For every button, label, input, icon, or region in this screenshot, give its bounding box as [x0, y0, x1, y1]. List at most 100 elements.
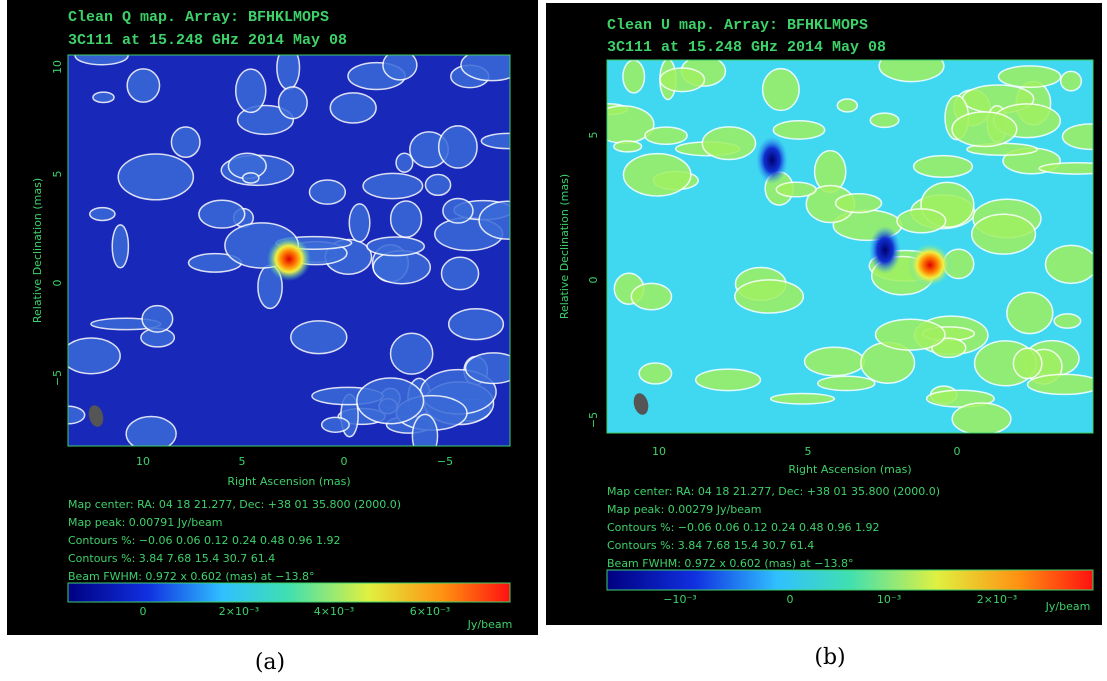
contour-blob: [952, 403, 1011, 435]
peak-emission: [267, 237, 311, 281]
x-axis-label: Right Ascension (mas): [227, 475, 350, 488]
contour-blob: [171, 127, 200, 157]
x-tick-label: −5: [437, 455, 453, 468]
contour-blob: [363, 173, 423, 198]
contour-blob: [763, 69, 800, 111]
figure: Clean Q map. Array: BFHKLMOPS 3C111 at 15…: [0, 0, 1107, 681]
contour-blob: [367, 237, 424, 256]
colorbar-tick-label: 6×10⁻³: [410, 605, 450, 618]
y-tick-label: 10: [51, 60, 64, 74]
colorbar: [607, 570, 1093, 590]
contour-blob: [449, 309, 504, 340]
y-tick-label: 5: [51, 171, 64, 178]
y-tick-label: 0: [587, 277, 600, 284]
contour-blob: [645, 127, 687, 144]
info-line: Beam FWHM: 0.972 x 0.602 (mas) at −13.8°: [68, 570, 314, 583]
info-line: Contours %: 3.84 7.68 15.4 30.7 61.4: [607, 539, 814, 552]
contour-blob: [309, 180, 345, 204]
contour-blob: [425, 175, 450, 196]
info-line: Map peak: 0.00279 Jy/beam: [607, 503, 761, 516]
contour-blob: [93, 92, 114, 102]
contour-blob: [702, 127, 755, 160]
contour-blob: [837, 99, 857, 112]
contour-blob: [735, 280, 803, 313]
contour-blob: [914, 156, 973, 178]
contour-blob: [243, 173, 259, 183]
contour-blob: [279, 87, 308, 119]
contour-blob: [771, 394, 835, 404]
contour-blob: [999, 66, 1061, 87]
negative-feature: [869, 226, 901, 274]
panel-caption: (b): [814, 645, 845, 670]
contour-blob: [199, 200, 245, 228]
colorbar-tick-label: 0: [140, 605, 147, 618]
x-tick-label: 10: [136, 455, 150, 468]
contour-blob: [439, 126, 477, 168]
contour-blob: [349, 204, 370, 242]
contour-blob: [818, 376, 875, 390]
info-line: Map peak: 0.00791 Jy/beam: [68, 516, 222, 529]
colorbar-tick-label: 2×10⁻³: [219, 605, 259, 618]
info-line: Map center: RA: 04 18 21.277, Dec: +38 0…: [68, 498, 401, 511]
contour-blob: [870, 113, 899, 127]
contour-blob: [322, 417, 350, 432]
info-line: Contours %: 3.84 7.68 15.4 30.7 61.4: [68, 552, 275, 565]
colorbar-unit: Jy/beam: [467, 618, 513, 631]
y-axis-label: Relative Declination (mas): [31, 178, 44, 323]
contour-blob: [631, 283, 671, 309]
contour-blob: [236, 69, 266, 112]
x-tick-label: 0: [341, 455, 348, 468]
contour-blob: [639, 363, 671, 384]
map-image: [51, 46, 535, 457]
x-tick-label: 5: [239, 455, 246, 468]
contour-blob: [62, 338, 120, 374]
panel-caption: (a): [255, 650, 285, 675]
colorbar-tick-label: 2×10⁻³: [977, 593, 1017, 606]
colorbar: [68, 583, 510, 602]
contour-blob: [972, 214, 1036, 254]
contour-blob: [90, 208, 115, 221]
info-line: Contours %: −0.06 0.06 0.12 0.24 0.48 0.…: [68, 534, 340, 547]
x-tick-label: 10: [652, 445, 666, 458]
contour-blob: [897, 209, 946, 233]
contour-blob: [291, 321, 347, 354]
contour-blob: [442, 257, 479, 289]
contour-blob: [112, 225, 128, 268]
map-image: [588, 50, 1107, 434]
contour-blob: [1061, 71, 1082, 90]
peak-emission: [908, 243, 952, 287]
contour-blob: [127, 69, 159, 102]
colorbar-tick-label: 10⁻³: [877, 593, 901, 606]
negative-feature: [756, 136, 788, 184]
contour-blob: [1027, 374, 1100, 394]
contour-blob: [614, 141, 642, 152]
y-tick-label: −5: [587, 412, 600, 428]
y-tick-label: 5: [587, 132, 600, 139]
contour-blob: [805, 347, 865, 375]
contour-blob: [443, 198, 473, 223]
info-line: Map center: RA: 04 18 21.277, Dec: +38 0…: [607, 485, 940, 498]
x-axis-label: Right Ascension (mas): [788, 463, 911, 476]
contour-blob: [142, 306, 173, 332]
y-tick-label: 0: [51, 280, 64, 287]
colorbar-tick-label: 0: [787, 593, 794, 606]
contour-blob: [1046, 245, 1097, 283]
y-axis-label: Relative Declination (mas): [558, 174, 571, 319]
contour-blob: [330, 93, 376, 123]
contour-blob: [1054, 314, 1081, 328]
panel-subtitle: 3C111 at 15.248 GHz 2014 May 08: [68, 32, 347, 49]
contour-blob: [773, 121, 824, 139]
contour-blob: [391, 201, 422, 237]
contour-blob: [118, 154, 193, 200]
contour-blob: [836, 194, 882, 213]
panel-title: Clean Q map. Array: BFHKLMOPS: [68, 9, 329, 26]
colorbar-unit: Jy/beam: [1045, 600, 1091, 613]
contour-blob: [623, 60, 645, 93]
contour-blob: [623, 154, 690, 196]
contour-blob: [952, 112, 1017, 147]
contour-blob: [696, 369, 761, 390]
panel-subtitle: 3C111 at 15.248 GHz 2014 May 08: [607, 39, 886, 56]
contour-blob: [1007, 292, 1053, 333]
x-tick-label: 5: [805, 445, 812, 458]
panel-title: Clean U map. Array: BFHKLMOPS: [607, 17, 868, 34]
